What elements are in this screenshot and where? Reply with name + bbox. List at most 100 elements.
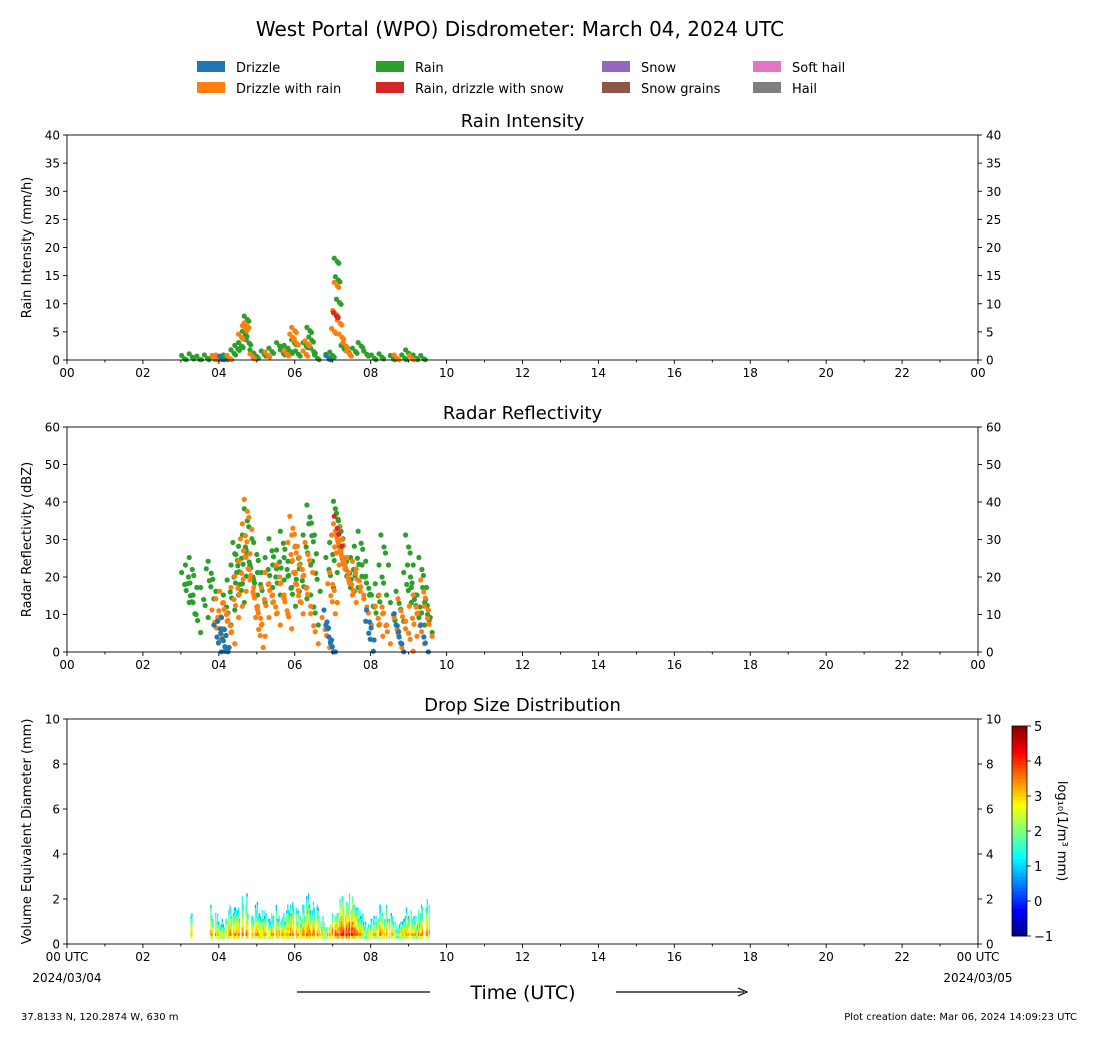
- data-point: [216, 588, 223, 594]
- data-point: [270, 350, 277, 356]
- data-point: [411, 621, 417, 627]
- x-tick-label: 16: [667, 658, 682, 672]
- data-point: [337, 279, 343, 285]
- data-point: [339, 322, 345, 328]
- series-drizzle: [211, 607, 431, 655]
- data-point: [306, 521, 312, 527]
- data-point: [281, 342, 287, 348]
- data-point: [302, 338, 308, 344]
- data-point: [186, 554, 192, 561]
- x-tick-label: 16: [667, 366, 682, 380]
- data-point: [282, 546, 288, 552]
- data-point: [378, 532, 384, 538]
- colorbar-label: log₁₀(1/m³ mm): [1054, 781, 1069, 881]
- data-point: [285, 573, 291, 579]
- data-point: [205, 614, 211, 621]
- data-point: [311, 623, 317, 629]
- data-point: [354, 555, 360, 561]
- data-point: [426, 621, 432, 627]
- data-point: [214, 634, 220, 640]
- data-point: [359, 562, 365, 568]
- data-point: [387, 641, 394, 647]
- data-point: [228, 584, 234, 591]
- panel-ylabel-1: Radar Reflectivity (dBZ): [20, 462, 35, 617]
- data-point: [420, 584, 426, 591]
- x-tick-label: 12: [515, 658, 530, 672]
- data-point: [266, 536, 272, 542]
- data-point: [334, 525, 340, 531]
- data-point: [295, 587, 301, 594]
- data-point: [284, 608, 290, 614]
- data-point: [220, 638, 226, 644]
- legend-swatch-5: [602, 82, 630, 93]
- data-point: [246, 318, 252, 324]
- data-point: [406, 352, 412, 359]
- data-point: [239, 603, 245, 609]
- y-tick-label: 4: [52, 848, 60, 862]
- data-point: [300, 532, 306, 538]
- data-point: [366, 630, 372, 636]
- data-point: [396, 600, 402, 606]
- data-point: [277, 581, 283, 587]
- data-point: [325, 581, 331, 587]
- data-point: [269, 548, 275, 554]
- y-tick-label: 2: [52, 893, 60, 907]
- data-point: [407, 550, 413, 556]
- data-point: [215, 640, 222, 646]
- data-point: [331, 513, 337, 519]
- data-point: [332, 611, 338, 617]
- data-point: [305, 591, 311, 597]
- data-point: [335, 540, 342, 546]
- data-point: [349, 345, 356, 351]
- data-point: [232, 607, 238, 613]
- data-point: [401, 569, 407, 576]
- data-point: [270, 554, 277, 560]
- data-point: [355, 528, 361, 534]
- data-point: [333, 296, 340, 302]
- data-point: [330, 310, 337, 316]
- data-point: [383, 623, 389, 629]
- data-point: [325, 626, 331, 632]
- data-point: [194, 353, 200, 359]
- data-point: [262, 569, 268, 576]
- y-tick-label-right: 8: [986, 758, 994, 772]
- colorbar-tick-label: −1: [1034, 930, 1053, 945]
- data-point: [299, 566, 305, 573]
- data-point: [370, 648, 376, 654]
- data-point: [317, 588, 323, 594]
- y-tick-label-right: 35: [986, 157, 1001, 171]
- data-point: [222, 644, 228, 650]
- data-point: [182, 562, 189, 568]
- data-point: [256, 626, 262, 633]
- data-point: [223, 632, 229, 639]
- data-point: [267, 572, 273, 579]
- data-point: [366, 585, 372, 591]
- y-tick-label: 10: [45, 713, 60, 727]
- data-point: [363, 580, 370, 586]
- data-point: [399, 352, 405, 358]
- data-point: [391, 614, 397, 621]
- data-point: [225, 617, 231, 624]
- data-point: [425, 611, 431, 618]
- data-point: [289, 324, 295, 330]
- data-point: [277, 622, 283, 628]
- data-point: [328, 638, 334, 644]
- data-point: [270, 599, 277, 605]
- data-point: [240, 548, 247, 554]
- y-tick-label: 40: [45, 496, 60, 510]
- data-point: [267, 354, 273, 360]
- data-point: [312, 629, 318, 635]
- data-point: [327, 539, 333, 546]
- data-point: [226, 644, 232, 651]
- data-point: [414, 592, 420, 598]
- y-tick-label: 15: [45, 269, 60, 283]
- data-point: [289, 557, 296, 564]
- data-point: [239, 521, 245, 527]
- end-date-label: 2024/03/05: [943, 971, 1012, 985]
- data-point: [380, 633, 386, 639]
- x-tick-label: 22: [894, 950, 909, 964]
- data-point: [253, 614, 259, 621]
- legend-label-4: Snow: [641, 61, 676, 76]
- y-tick-label-right: 10: [986, 713, 1001, 727]
- x-axis-arrowhead: [737, 987, 749, 997]
